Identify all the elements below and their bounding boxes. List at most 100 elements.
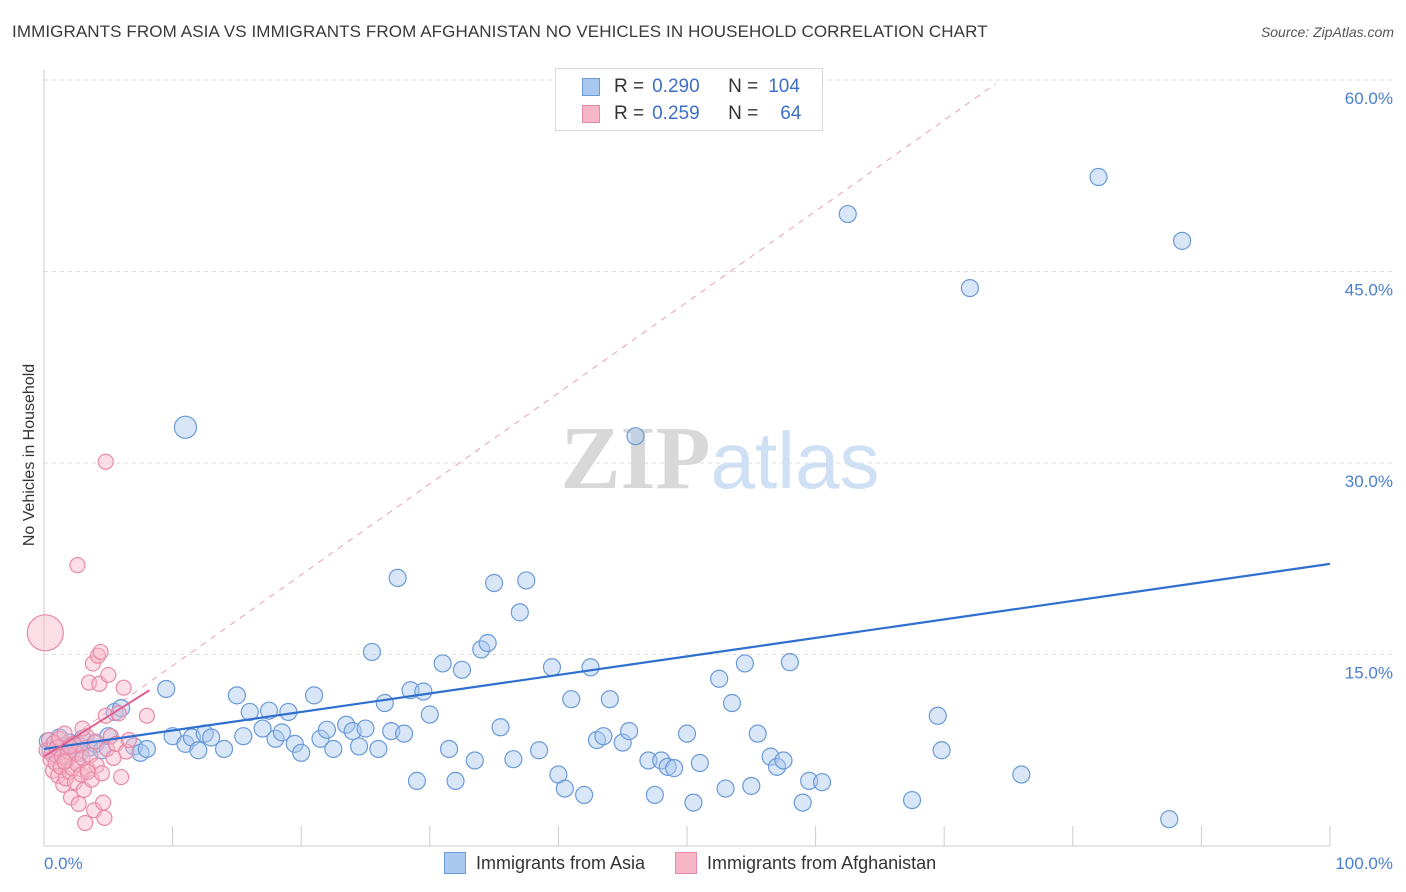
asia-point-107 — [932, 741, 951, 760]
asia-point-105 — [902, 790, 922, 810]
series-legend-afghanistan-label: Immigrants from Afghanistan — [707, 852, 937, 873]
afghanistan-point-48 — [100, 666, 117, 684]
y-tick-label-0: 15.0% — [1345, 664, 1393, 683]
x-tick-label-1: 100.0% — [1335, 854, 1393, 873]
trend-lines — [43, 562, 1331, 758]
asia-point-73 — [555, 779, 574, 798]
asia-point-100 — [780, 653, 799, 672]
asia-point-21 — [157, 679, 176, 699]
asia-point-110 — [1089, 167, 1108, 187]
asia-points — [38, 167, 1192, 829]
asia-point-101 — [793, 793, 812, 812]
series-legend-afghanistan-swatch — [675, 852, 698, 874]
asia-point-78 — [594, 727, 613, 746]
asia-point-88 — [677, 724, 697, 743]
afghanistan-n-value: 64 — [780, 103, 802, 124]
series-legend: Immigrants from Asia Immigrants from Afg… — [444, 852, 966, 874]
afghanistan-point-42 — [92, 643, 109, 661]
asia-swatch — [582, 78, 600, 96]
asia-point-36 — [272, 723, 292, 742]
asia-point-87 — [665, 759, 684, 778]
asia-point-74 — [562, 690, 581, 709]
afghanistan-point-30 — [77, 814, 94, 832]
asia-point-42 — [317, 720, 337, 739]
asia-point-90 — [690, 753, 709, 773]
afghanistan-point-60 — [97, 453, 114, 470]
asia-point-69 — [517, 571, 536, 590]
asia-point-53 — [394, 724, 414, 743]
legend-row-asia: R = 0.290 N = 104 — [582, 75, 800, 99]
asia-point-99 — [774, 751, 793, 770]
asia-point-84 — [645, 785, 664, 805]
series-legend-asia: Immigrants from Asia — [444, 852, 645, 874]
asia-point-75 — [575, 785, 594, 805]
asia-r-value: 0.290 — [652, 76, 700, 97]
correlation-legend: R = 0.290 N = 104 R = 0.259 N = 64 — [555, 68, 823, 131]
asia-point-70 — [530, 741, 549, 760]
asia-point-111 — [1160, 810, 1179, 829]
asia-point-46 — [349, 737, 369, 756]
gridlines — [44, 79, 1395, 655]
asia-point-49 — [369, 739, 388, 759]
asia-point-104 — [838, 204, 857, 224]
x-tick-label-0: 0.0% — [44, 854, 83, 873]
asia-point-27 — [202, 728, 221, 747]
asia-point-68 — [510, 603, 529, 622]
asia-point-93 — [722, 693, 742, 713]
afghanistan-point-54 — [115, 679, 132, 696]
watermark: ZIPatlas — [560, 409, 879, 508]
asia-point-91 — [710, 669, 729, 688]
asia-n-value: 104 — [768, 76, 800, 97]
asia-point-20 — [137, 739, 156, 759]
asia-point-38 — [285, 734, 304, 753]
afghanistan-r-value: 0.259 — [652, 103, 700, 124]
asia-point-48 — [362, 642, 382, 662]
afghanistan-points — [26, 453, 155, 832]
y-tick-label-2: 45.0% — [1345, 281, 1393, 300]
asia-point-29 — [173, 415, 198, 439]
axes — [43, 70, 1331, 847]
afghanistan-point-45 — [96, 809, 113, 827]
y-tick-label-1: 30.0% — [1345, 472, 1393, 491]
afghanistan-point-44 — [95, 794, 112, 811]
chart-title: IMMIGRANTS FROM ASIA VS IMMIGRANTS FROM … — [12, 22, 988, 41]
y-tick-labels: 15.0% 30.0% 45.0% 60.0% — [1345, 89, 1393, 683]
asia-point-41 — [311, 729, 330, 748]
asia-n-label: N = — [728, 76, 759, 97]
afghanistan-n-label: N = — [728, 103, 759, 124]
asia-point-103 — [812, 773, 832, 792]
legend-row-afghanistan: R = 0.259 N = 64 — [582, 102, 801, 126]
asia-point-59 — [439, 739, 459, 759]
asia-point-66 — [491, 718, 510, 737]
asia-point-28 — [214, 739, 234, 759]
afghanistan-point-53 — [113, 768, 130, 786]
asia-point-86 — [658, 757, 677, 776]
series-legend-afghanistan: Immigrants from Afghanistan — [675, 852, 936, 874]
asia-point-95 — [742, 776, 761, 796]
asia-point-64 — [478, 633, 497, 653]
asia-point-106 — [928, 706, 947, 725]
asia-point-31 — [234, 727, 253, 746]
afghanistan-swatch — [582, 105, 600, 123]
asia-point-25 — [189, 741, 208, 760]
afghanistan-point-62 — [79, 763, 96, 781]
asia-point-50 — [375, 693, 394, 713]
asia-point-71 — [542, 658, 562, 677]
afghanistan-trend-line — [43, 689, 150, 758]
afghanistan-trend-dashed — [43, 83, 996, 758]
asia-point-33 — [253, 719, 272, 738]
asia-point-56 — [414, 682, 433, 701]
afghanistan-point-43 — [93, 765, 110, 782]
asia-point-60 — [446, 771, 465, 790]
asia-point-57 — [420, 705, 439, 724]
asia-point-65 — [485, 573, 504, 593]
asia-point-83 — [639, 751, 658, 770]
afghanistan-point-56 — [120, 731, 137, 749]
source-label: Source: ZipAtlas.com — [1260, 24, 1394, 40]
asia-point-94 — [735, 654, 754, 673]
asia-point-76 — [581, 658, 600, 677]
asia-point-96 — [748, 724, 767, 743]
asia-point-89 — [684, 793, 703, 812]
asia-point-109 — [1012, 765, 1031, 784]
